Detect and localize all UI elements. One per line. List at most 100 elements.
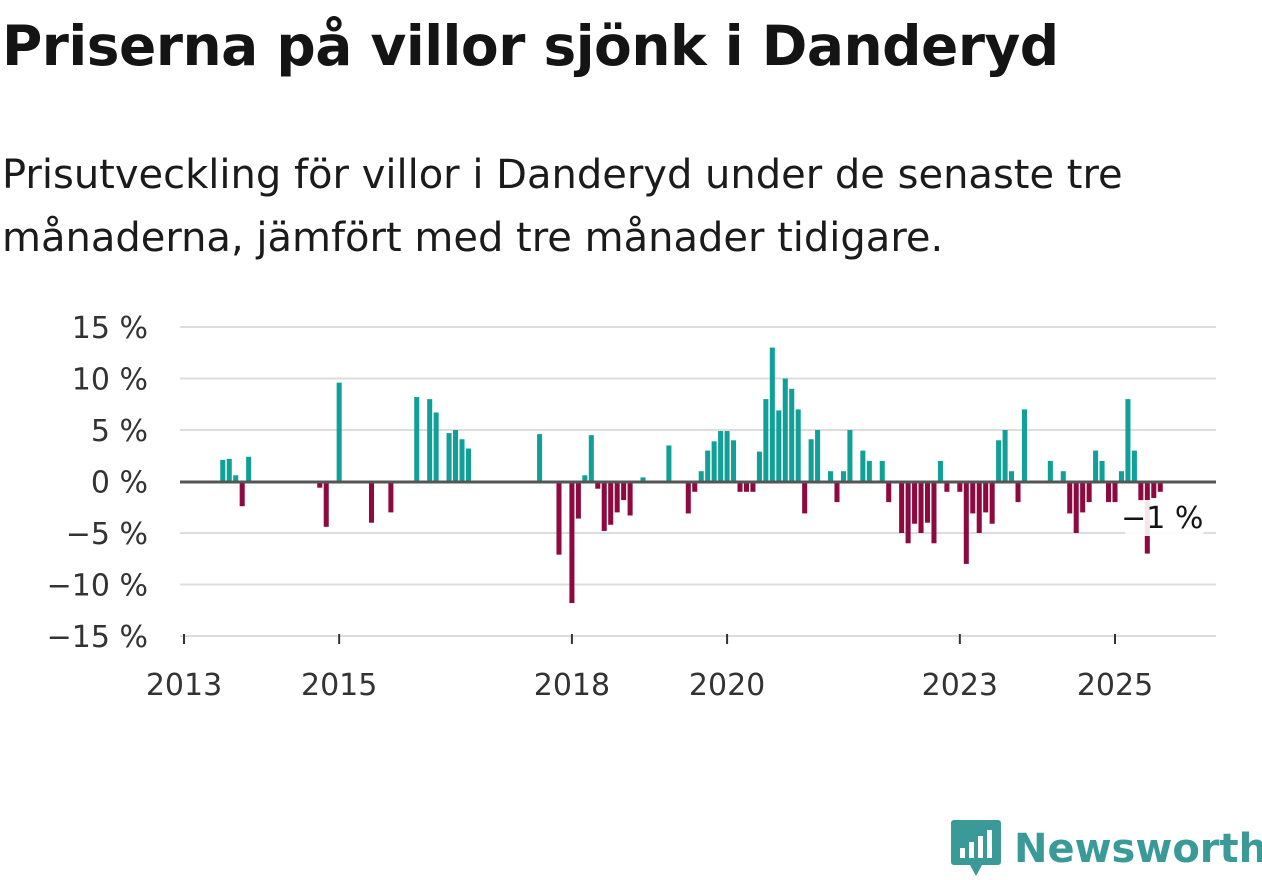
bar	[970, 481, 976, 514]
bar	[743, 481, 749, 492]
bar	[627, 481, 633, 516]
bar	[465, 448, 471, 482]
bar	[1060, 471, 1066, 482]
brand-logo: Newsworthy	[950, 818, 1262, 880]
bar	[1093, 450, 1099, 482]
bar	[640, 477, 646, 482]
value-labels: −1 %	[1121, 500, 1203, 536]
bar	[414, 397, 420, 482]
bar	[834, 481, 840, 503]
bar	[996, 440, 1002, 482]
bar	[808, 439, 814, 482]
bar	[537, 434, 543, 482]
x-tick-label: 2023	[922, 668, 998, 703]
bar	[763, 399, 769, 482]
bar	[1067, 481, 1073, 514]
bar	[879, 460, 885, 482]
bar	[368, 481, 375, 523]
bar	[989, 481, 995, 524]
x-tick-label: 2015	[301, 668, 377, 703]
brand-name: Newsworthy	[1014, 826, 1262, 872]
bar	[1047, 460, 1053, 482]
bar	[1002, 430, 1008, 482]
bar	[246, 456, 252, 482]
bar	[323, 481, 329, 527]
value-label-bg	[1125, 500, 1204, 536]
bar	[1131, 450, 1137, 482]
bar	[459, 439, 465, 482]
bar	[1151, 481, 1157, 498]
y-tick-label: 10 %	[72, 363, 148, 398]
x-tick-label: 2020	[689, 668, 765, 703]
bar	[588, 435, 594, 482]
bar	[937, 460, 943, 482]
bar	[1021, 409, 1027, 482]
bar	[336, 382, 342, 482]
y-tick-label: −10 %	[47, 569, 148, 604]
bar	[446, 433, 452, 482]
bar	[866, 460, 872, 482]
y-tick-label: 5 %	[91, 414, 148, 449]
bar	[453, 430, 459, 482]
bar	[1073, 481, 1079, 533]
x-tick-label: 2025	[1077, 668, 1153, 703]
bar	[976, 481, 982, 533]
bar	[795, 409, 801, 482]
bar	[1106, 481, 1112, 503]
bar	[1009, 471, 1015, 482]
bar	[1157, 481, 1163, 492]
bar	[750, 481, 756, 492]
bar	[595, 481, 601, 489]
bar	[944, 481, 950, 492]
bar	[886, 481, 892, 503]
bar	[718, 431, 724, 482]
bar	[317, 481, 323, 488]
bar	[1112, 481, 1118, 503]
bar	[815, 430, 821, 482]
x-tick-label: 2013	[146, 668, 222, 703]
chart-title: Priserna på villor sjönk i Danderyd	[2, 14, 1059, 78]
axes: 15 % 10 % 5 % 0 % −5 % −10 % −15 % 2013 2015 2018…	[47, 311, 1216, 703]
bar	[802, 481, 808, 514]
bar	[924, 481, 931, 523]
bar	[983, 481, 989, 513]
bar	[621, 481, 627, 501]
bar	[666, 445, 672, 482]
gridlines	[180, 326, 1216, 637]
bar	[769, 347, 775, 482]
bar	[840, 471, 846, 482]
last-value-label: −1 %	[1121, 501, 1203, 536]
bar	[388, 481, 394, 513]
bar	[1015, 481, 1021, 503]
bar	[569, 481, 575, 604]
bar	[608, 481, 614, 525]
newsworthy-logo-icon	[951, 820, 1001, 876]
bar	[731, 440, 737, 482]
bar	[789, 388, 795, 482]
bar	[582, 475, 588, 482]
bar	[724, 431, 730, 482]
bar	[601, 481, 607, 531]
bar	[556, 481, 562, 555]
bar	[614, 481, 620, 513]
bar	[1080, 481, 1086, 513]
bar	[899, 481, 905, 533]
bar	[1086, 481, 1092, 503]
bar	[776, 410, 782, 482]
bar	[782, 378, 788, 482]
bar	[905, 481, 911, 544]
bars	[220, 347, 1163, 604]
bar	[692, 481, 698, 492]
bar	[1118, 471, 1124, 482]
bar	[828, 471, 834, 482]
bar	[1099, 460, 1105, 482]
bar	[737, 481, 743, 492]
y-tick-label: −15 %	[47, 620, 148, 655]
bar	[957, 481, 963, 492]
y-tick-label: 15 %	[72, 311, 148, 346]
bar	[705, 450, 711, 482]
chart-subtitle: Prisutveckling för villor i Danderyd und…	[2, 152, 1123, 261]
bar	[427, 399, 433, 482]
bar	[918, 481, 924, 533]
